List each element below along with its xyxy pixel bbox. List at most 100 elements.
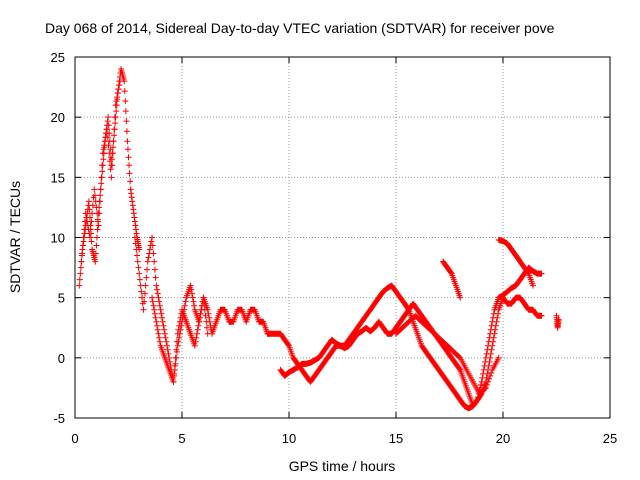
data-point bbox=[490, 334, 497, 341]
data-point bbox=[188, 286, 195, 293]
data-point bbox=[174, 338, 181, 345]
data-point bbox=[114, 90, 121, 97]
data-point bbox=[111, 114, 118, 121]
data-point bbox=[96, 210, 103, 217]
data-point bbox=[121, 88, 128, 95]
data-point bbox=[100, 156, 107, 163]
data-point bbox=[488, 369, 495, 376]
x-tick-label: 25 bbox=[603, 431, 617, 446]
data-point bbox=[109, 162, 116, 169]
data-point bbox=[483, 381, 490, 388]
data-point bbox=[93, 234, 100, 241]
data-point bbox=[95, 222, 102, 229]
data-point bbox=[114, 94, 121, 101]
data-point bbox=[494, 314, 501, 321]
data-point bbox=[187, 282, 194, 289]
data-point bbox=[125, 154, 132, 161]
data-point bbox=[195, 322, 202, 329]
data-point bbox=[141, 298, 148, 305]
data-point bbox=[128, 194, 135, 201]
data-point bbox=[88, 238, 95, 245]
data-point bbox=[486, 375, 493, 382]
data-point bbox=[93, 204, 100, 211]
data-point bbox=[96, 198, 103, 205]
data-point bbox=[132, 226, 139, 233]
data-point bbox=[129, 202, 136, 209]
data-point bbox=[191, 302, 198, 309]
data-point bbox=[155, 294, 162, 301]
data-point bbox=[162, 334, 169, 341]
data-point bbox=[133, 230, 140, 237]
data-point bbox=[76, 282, 83, 289]
x-tick-label: 5 bbox=[178, 431, 185, 446]
data-point bbox=[99, 162, 106, 169]
data-point bbox=[106, 158, 113, 165]
data-point bbox=[159, 318, 166, 325]
data-point bbox=[196, 318, 203, 325]
data-point bbox=[136, 270, 143, 277]
data-point bbox=[131, 234, 138, 241]
data-point bbox=[101, 138, 108, 145]
data-point bbox=[89, 202, 96, 209]
grid bbox=[75, 57, 610, 418]
data-point bbox=[78, 258, 85, 265]
data-point bbox=[115, 86, 122, 93]
data-point bbox=[495, 354, 502, 361]
data-point bbox=[92, 258, 99, 265]
data-point bbox=[197, 310, 204, 317]
data-point bbox=[107, 166, 114, 173]
data-point bbox=[174, 330, 181, 337]
data-point bbox=[142, 282, 149, 289]
data-point bbox=[163, 338, 170, 345]
data-point bbox=[86, 206, 93, 213]
data-point bbox=[105, 122, 112, 129]
data-point bbox=[111, 132, 118, 139]
data-point bbox=[538, 312, 545, 319]
data-points bbox=[76, 66, 562, 412]
y-tick-label: -5 bbox=[53, 411, 65, 426]
data-point bbox=[493, 318, 500, 325]
data-point bbox=[176, 334, 183, 341]
data-point bbox=[80, 234, 87, 241]
data-point bbox=[109, 150, 116, 157]
data-point bbox=[130, 206, 137, 213]
data-point bbox=[79, 242, 86, 249]
data-point bbox=[126, 162, 133, 169]
data-point bbox=[192, 338, 199, 345]
data-point bbox=[123, 128, 130, 135]
data-point bbox=[94, 216, 101, 223]
data-point bbox=[136, 276, 143, 283]
data-point bbox=[93, 242, 100, 249]
data-point bbox=[139, 294, 146, 301]
data-point bbox=[146, 246, 153, 253]
data-point bbox=[555, 316, 562, 323]
data-point bbox=[193, 334, 200, 341]
data-point bbox=[109, 144, 116, 151]
data-point bbox=[191, 342, 198, 349]
x-tick-label: 20 bbox=[496, 431, 510, 446]
data-point bbox=[477, 381, 484, 388]
data-point bbox=[485, 378, 492, 385]
data-point bbox=[135, 264, 142, 271]
data-point bbox=[482, 384, 489, 391]
data-point bbox=[188, 290, 195, 297]
data-point bbox=[176, 318, 183, 325]
data-point bbox=[157, 306, 164, 313]
x-axis-label: GPS time / hours bbox=[289, 458, 396, 474]
data-point bbox=[105, 142, 112, 149]
data-point bbox=[85, 198, 92, 205]
data-point bbox=[492, 326, 499, 333]
data-point bbox=[538, 270, 545, 277]
data-point bbox=[175, 326, 182, 333]
data-point bbox=[171, 362, 178, 369]
data-point bbox=[110, 138, 117, 145]
y-tick-label: 25 bbox=[51, 50, 65, 65]
data-point bbox=[159, 314, 166, 321]
data-point bbox=[486, 358, 493, 365]
data-point bbox=[491, 330, 498, 337]
data-point bbox=[104, 118, 111, 125]
data-point bbox=[158, 310, 165, 317]
data-point bbox=[76, 276, 83, 283]
data-point bbox=[86, 234, 93, 241]
data-point bbox=[133, 246, 140, 253]
